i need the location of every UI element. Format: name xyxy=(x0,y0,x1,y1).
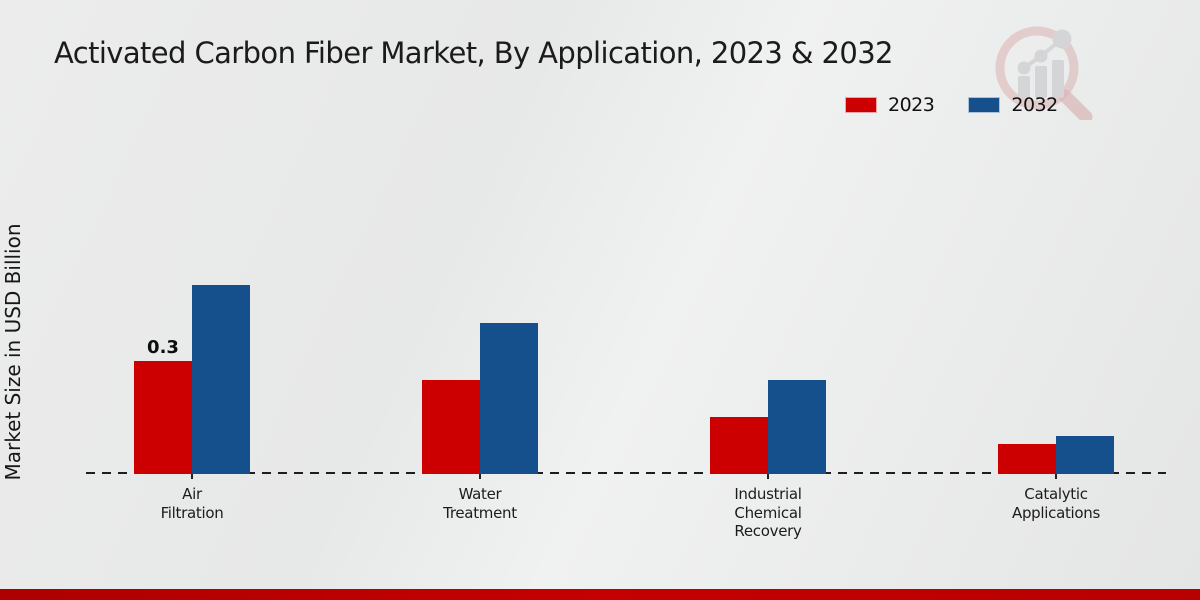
x-category-label-water-treatment: Water Treatment xyxy=(443,485,517,522)
footer-accent-bar xyxy=(0,589,1200,600)
bar-2032-catalytic-applications xyxy=(1056,436,1114,474)
legend-label-2023: 2023 xyxy=(888,94,935,116)
x-tick-air-filtration xyxy=(191,474,193,479)
bar-2023-industrial-chemical-recovery xyxy=(710,417,768,474)
x-category-label-catalytic-applications: Catalytic Applications xyxy=(1011,485,1101,522)
x-tick-industrial-chemical-recovery xyxy=(767,474,769,479)
legend-swatch-2023 xyxy=(845,97,877,113)
bar-chart-magnifier-logo-icon xyxy=(995,26,1093,120)
chart-title: Activated Carbon Fiber Market, By Applic… xyxy=(54,36,894,70)
x-category-label-air-filtration: Air Filtration xyxy=(160,485,224,522)
legend-swatch-2032 xyxy=(968,97,1001,113)
bar-2032-water-treatment xyxy=(480,323,538,474)
bar-2023-air-filtration xyxy=(134,361,192,474)
bar-value-label-2023-air-filtration: 0.3 xyxy=(147,337,179,358)
legend-item-2032: 2032 xyxy=(968,94,1058,116)
bar-2032-air-filtration xyxy=(192,285,250,474)
x-axis-baseline xyxy=(86,472,1166,474)
legend-label-2032: 2032 xyxy=(1011,94,1058,116)
bar-2032-industrial-chemical-recovery xyxy=(768,380,826,474)
x-category-label-industrial-chemical-recovery: Industrial Chemical Recovery xyxy=(734,485,802,540)
legend: 2023 2032 xyxy=(845,94,1058,116)
bar-2023-water-treatment xyxy=(422,380,480,474)
x-tick-catalytic-applications xyxy=(1055,474,1057,479)
bar-2023-catalytic-applications xyxy=(998,444,1056,474)
x-tick-water-treatment xyxy=(479,474,481,479)
legend-item-2023: 2023 xyxy=(845,94,935,116)
